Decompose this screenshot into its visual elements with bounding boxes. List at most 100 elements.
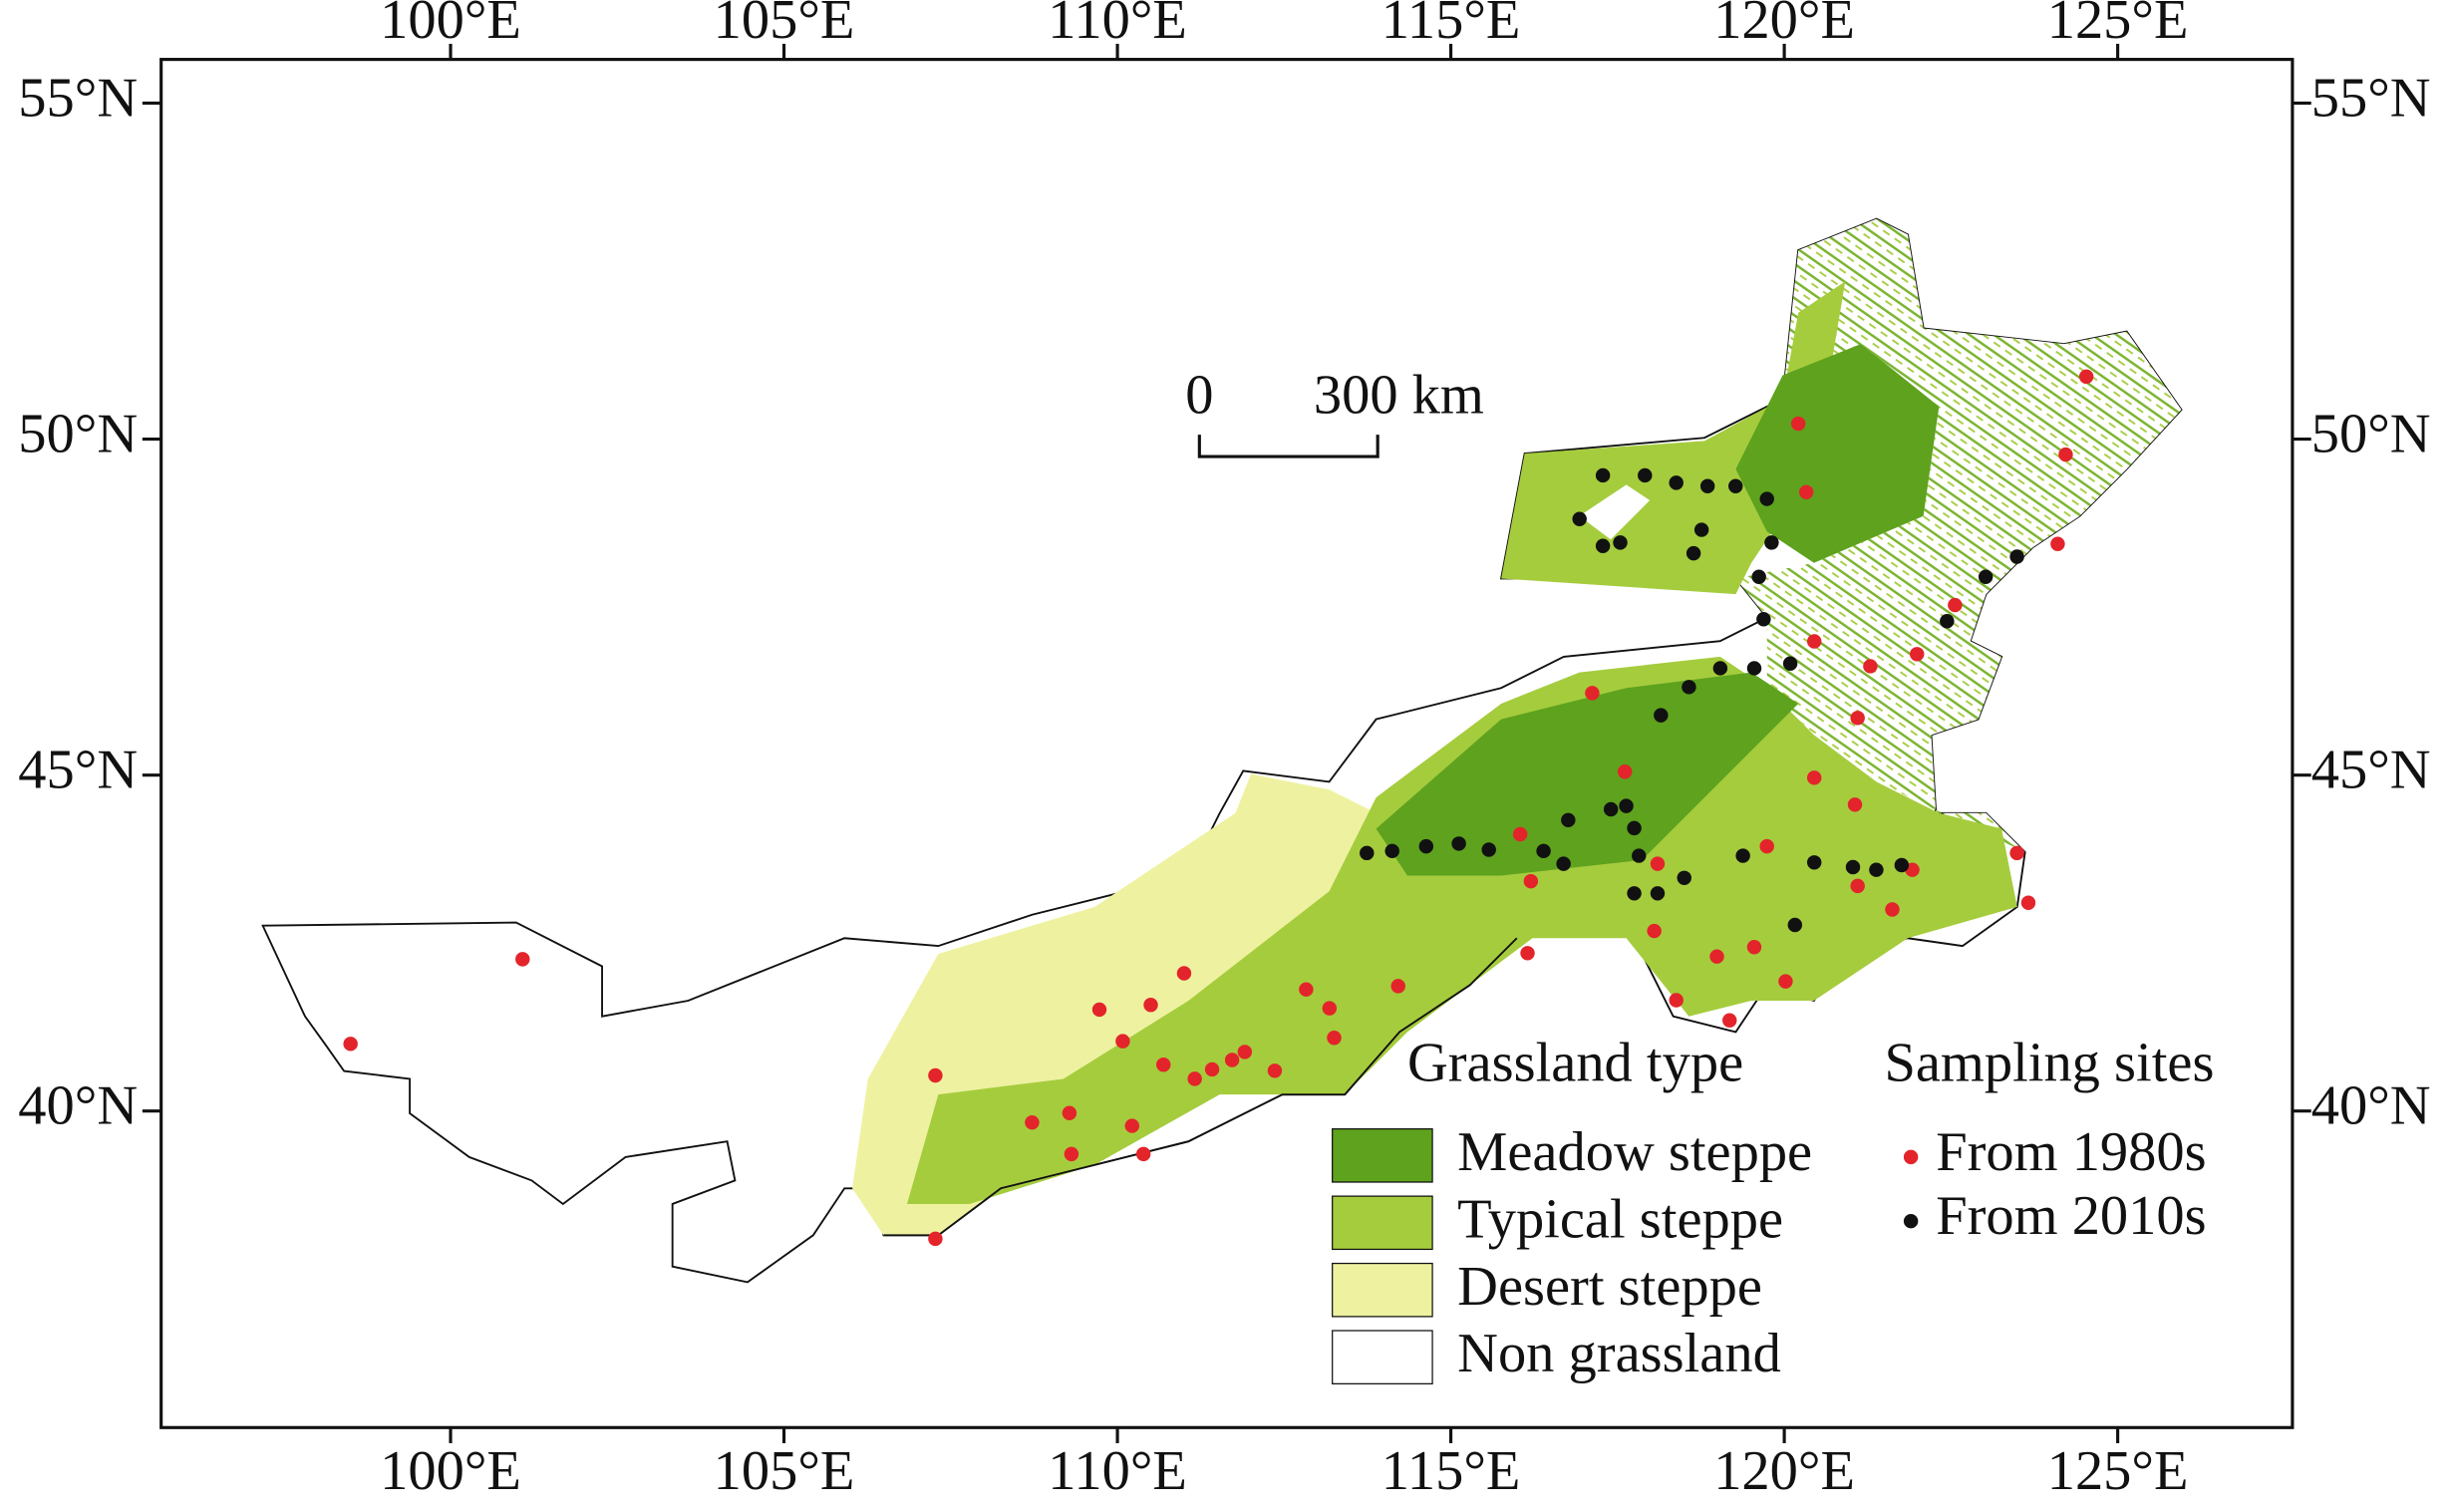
sampling-site <box>1647 923 1662 939</box>
sampling-site <box>1806 770 1822 785</box>
sampling-site <box>1091 1002 1107 1018</box>
sampling-site <box>2058 447 2073 462</box>
y-tick-label: 55°N <box>18 67 138 129</box>
scale-bar: 0 300 km <box>1185 365 1484 458</box>
region-border <box>883 937 1518 1237</box>
sampling-site <box>1156 1058 1171 1072</box>
scale-bar-line <box>1197 435 1379 458</box>
sampling-site <box>1686 545 1701 561</box>
sampling-site <box>1806 634 1822 649</box>
x-tick-label: 100°E <box>380 1440 521 1502</box>
x-tick-label: 115°E <box>1381 0 1521 51</box>
sampling-site <box>1512 826 1528 842</box>
sampling-site <box>1798 484 1814 500</box>
sampling-site <box>1650 856 1666 871</box>
sampling-site <box>1267 1063 1283 1078</box>
sampling-site <box>343 1037 358 1052</box>
sampling-site <box>1677 870 1691 886</box>
sampling-site <box>928 1231 943 1247</box>
sampling-site <box>1360 845 1375 861</box>
sampling-site <box>1115 1034 1130 1049</box>
sampling-site <box>1627 886 1642 901</box>
sampling-site <box>928 1067 943 1083</box>
sampling-site <box>1782 656 1798 671</box>
sampling-site <box>1850 711 1865 726</box>
sampling-site <box>2050 536 2065 551</box>
forest-area <box>1735 218 2182 852</box>
map-frame <box>159 58 2295 1429</box>
sampling-site <box>1064 1146 1079 1162</box>
legend-label: From 2010s <box>1936 1185 2206 1247</box>
x-tick-label: 125°E <box>2047 1440 2189 1502</box>
sampling-site <box>1062 1105 1077 1120</box>
sampling-site <box>1617 764 1633 779</box>
sampling-site <box>1693 522 1709 537</box>
sampling-site <box>1520 946 1535 961</box>
sampling-site <box>1722 1013 1737 1028</box>
sampling-site <box>1224 1053 1240 1067</box>
sampling-site <box>1124 1118 1139 1133</box>
sampling-site <box>1654 708 1669 723</box>
sampling-site <box>1572 511 1587 526</box>
sampling-site <box>1632 848 1647 863</box>
sampling-site <box>1585 686 1600 701</box>
sampling-site <box>1712 661 1728 676</box>
sampling-site <box>1523 873 1539 889</box>
sampling-site <box>1143 997 1158 1013</box>
sampling-site <box>1595 467 1611 483</box>
sampling-site <box>1756 612 1771 627</box>
sampling-site <box>2009 845 2024 861</box>
sampling-site <box>1790 416 1806 432</box>
sampling-site <box>1135 1146 1151 1162</box>
sampling-site <box>1699 478 1715 493</box>
x-tick-label: 115°E <box>1381 1440 1521 1502</box>
sampling-site <box>1390 979 1405 994</box>
sampling-site <box>1778 974 1793 989</box>
sampling-site <box>1536 843 1551 859</box>
sampling-site <box>1299 982 1314 997</box>
sampling-site <box>1451 836 1466 851</box>
sampling-site <box>1940 614 1955 629</box>
legend: Grassland type Sampling sites <box>1407 1032 2214 1093</box>
sampling-site <box>1327 1031 1342 1046</box>
sampling-site <box>1682 680 1696 695</box>
legend-label: Meadow steppe <box>1457 1121 1812 1183</box>
sampling-site <box>1556 856 1571 871</box>
y-tick-label: 40°N <box>2311 1075 2431 1137</box>
sampling-site <box>1894 857 1910 873</box>
sampling-site <box>1728 478 1743 493</box>
sampling-site <box>1187 1071 1202 1086</box>
sampling-site <box>1613 535 1628 550</box>
x-tick-label: 110°E <box>1048 1440 1187 1502</box>
sampling-site <box>1619 798 1634 813</box>
sampling-site <box>1669 993 1684 1008</box>
sampling-site <box>1237 1045 1253 1059</box>
sampling-site <box>1709 949 1724 964</box>
scale-label: 0 <box>1185 365 1213 427</box>
sampling-site <box>1948 597 1963 613</box>
x-tick-label: 110°E <box>1048 0 1187 51</box>
sampling-site <box>1735 848 1750 863</box>
meadow-steppe-area <box>1735 344 1940 563</box>
sampling-site <box>1322 1001 1338 1016</box>
y-tick-label: 45°N <box>18 740 138 801</box>
sampling-site <box>1650 886 1666 901</box>
y-tick-label: 45°N <box>2311 740 2431 801</box>
sampling-site <box>1669 475 1684 490</box>
scale-label: 300 km <box>1314 365 1484 427</box>
y-tick-label: 50°N <box>2311 403 2431 464</box>
sampling-site <box>1764 535 1779 550</box>
sampling-site <box>1595 538 1611 553</box>
y-tick-label: 40°N <box>18 1075 138 1137</box>
legend-title: Grassland type <box>1407 1032 1743 1093</box>
sampling-site <box>1204 1061 1220 1077</box>
sampling-site <box>515 952 530 967</box>
sampling-site <box>1787 917 1803 933</box>
sampling-site <box>2020 895 2036 910</box>
x-tick-label: 120°E <box>1713 1440 1855 1502</box>
y-tick-label: 50°N <box>18 403 138 464</box>
sampling-site <box>1847 797 1863 812</box>
sampling-site <box>1910 647 1925 662</box>
sampling-site <box>1751 569 1766 584</box>
